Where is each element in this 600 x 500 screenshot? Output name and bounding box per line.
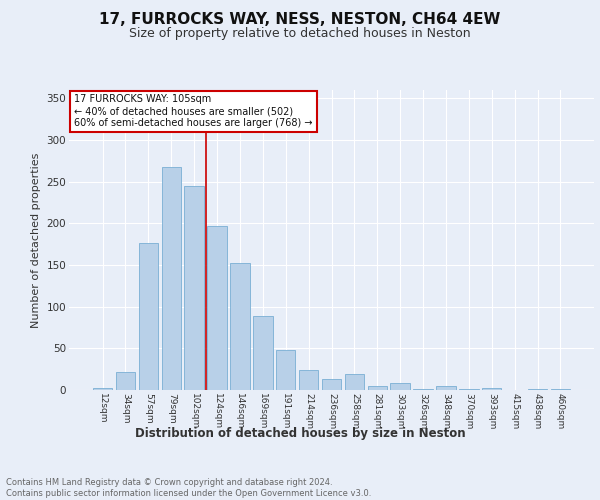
Bar <box>368 386 387 390</box>
Bar <box>116 372 135 390</box>
Bar <box>528 389 547 390</box>
Bar <box>482 388 502 390</box>
Text: 17 FURROCKS WAY: 105sqm
← 40% of detached houses are smaller (502)
60% of semi-d: 17 FURROCKS WAY: 105sqm ← 40% of detache… <box>74 94 313 128</box>
Bar <box>344 374 364 390</box>
Bar <box>459 389 479 390</box>
Y-axis label: Number of detached properties: Number of detached properties <box>31 152 41 328</box>
Bar <box>413 389 433 390</box>
Text: 17, FURROCKS WAY, NESS, NESTON, CH64 4EW: 17, FURROCKS WAY, NESS, NESTON, CH64 4EW <box>100 12 500 28</box>
Bar <box>436 386 455 390</box>
Bar <box>253 316 272 390</box>
Bar <box>276 350 295 390</box>
Bar <box>184 186 204 390</box>
Bar <box>230 264 250 390</box>
Bar <box>299 370 319 390</box>
Text: Size of property relative to detached houses in Neston: Size of property relative to detached ho… <box>129 28 471 40</box>
Bar <box>208 226 227 390</box>
Bar <box>139 242 158 390</box>
Bar <box>161 166 181 390</box>
Text: Contains HM Land Registry data © Crown copyright and database right 2024.
Contai: Contains HM Land Registry data © Crown c… <box>6 478 371 498</box>
Bar <box>322 379 341 390</box>
Bar <box>391 384 410 390</box>
Text: Distribution of detached houses by size in Neston: Distribution of detached houses by size … <box>134 428 466 440</box>
Bar <box>93 388 112 390</box>
Bar <box>551 389 570 390</box>
